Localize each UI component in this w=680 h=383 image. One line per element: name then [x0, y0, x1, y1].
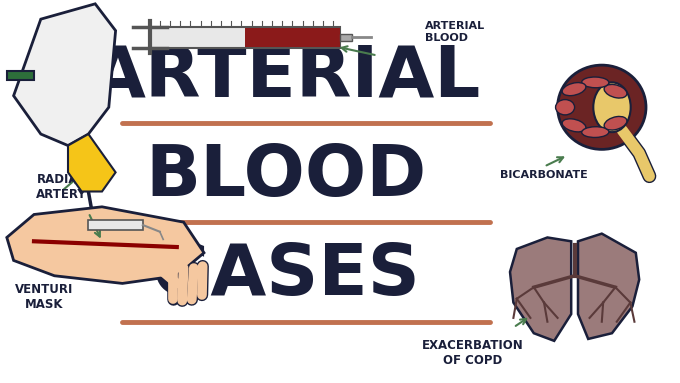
Polygon shape: [510, 237, 571, 341]
Bar: [245, 28, 340, 47]
Text: GASES: GASES: [151, 241, 420, 310]
Ellipse shape: [581, 77, 609, 88]
Text: ARTERIAL
BLOOD: ARTERIAL BLOOD: [425, 21, 485, 43]
Text: VENTURI
MASK: VENTURI MASK: [15, 283, 73, 311]
Ellipse shape: [581, 127, 609, 137]
Ellipse shape: [604, 84, 627, 98]
Bar: [340, 34, 352, 41]
Bar: [7, 71, 34, 80]
Polygon shape: [7, 207, 204, 283]
Polygon shape: [14, 4, 116, 146]
Ellipse shape: [593, 82, 631, 132]
Text: BICARBONATE: BICARBONATE: [500, 170, 588, 180]
Polygon shape: [68, 134, 116, 192]
Ellipse shape: [556, 100, 575, 115]
Text: BLOOD: BLOOD: [145, 142, 426, 211]
Text: ARTERIAL: ARTERIAL: [90, 42, 481, 111]
Ellipse shape: [604, 116, 627, 130]
Bar: [150, 27, 340, 48]
Ellipse shape: [562, 119, 586, 132]
Polygon shape: [578, 234, 639, 339]
Text: EXACERBATION
OF COPD: EXACERBATION OF COPD: [422, 339, 524, 367]
Text: RADIAL
ARTERY: RADIAL ARTERY: [36, 173, 86, 201]
Bar: [88, 220, 143, 230]
Ellipse shape: [558, 65, 646, 149]
Ellipse shape: [562, 83, 586, 96]
